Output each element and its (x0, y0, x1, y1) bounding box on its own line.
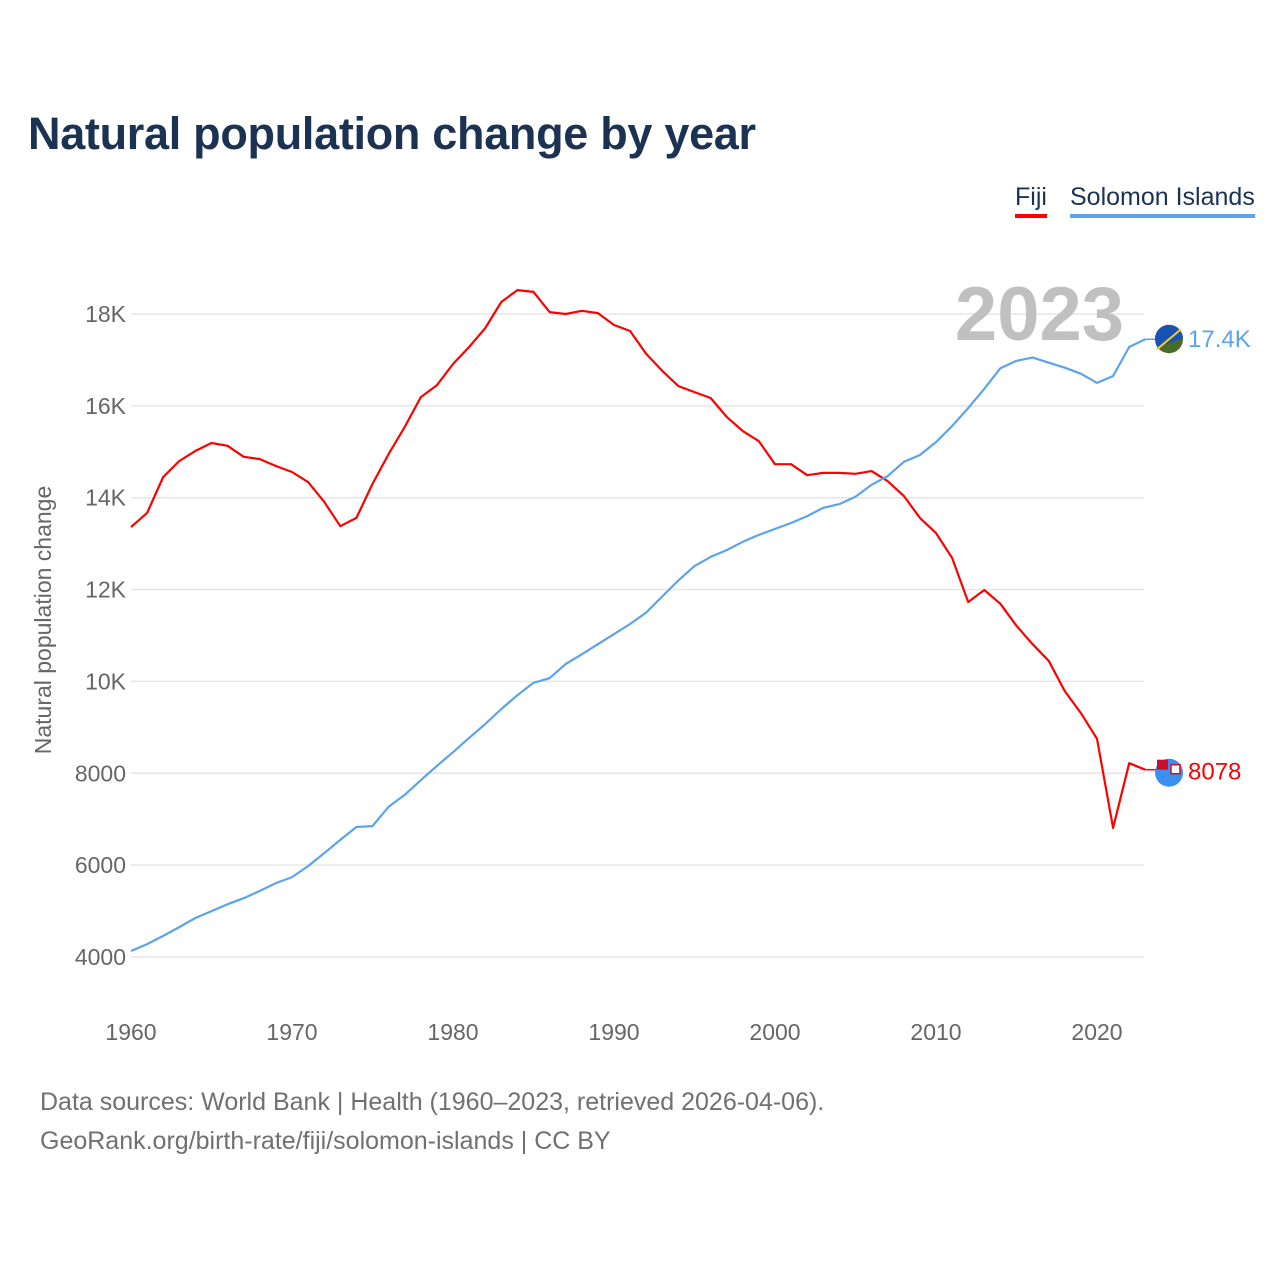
x-tick-label: 2020 (1071, 1019, 1122, 1045)
x-tick-label: 1970 (266, 1019, 317, 1045)
y-tick-label: 4000 (75, 944, 126, 970)
solomon-islands-flag-icon (1154, 324, 1183, 348)
y-axis-label: Natural population change (30, 486, 56, 755)
end-label-fiji: 8078 (1188, 759, 1241, 786)
x-tick-label: 2010 (910, 1019, 961, 1045)
source-url-text: GeoRank.org/birth-rate/fiji/solomon-isla… (40, 1127, 611, 1155)
x-tick-label: 2000 (749, 1019, 800, 1045)
series-line-solomon-islands (130, 338, 1146, 953)
x-tick-label: 1990 (588, 1019, 639, 1045)
solomon-islands-flag-icon (1156, 328, 1182, 351)
y-tick-label: 12K (85, 577, 127, 603)
series-line-fiji (130, 289, 1146, 830)
x-tick-label: 1960 (105, 1019, 156, 1045)
chart-title: Natural population change by year (28, 108, 756, 159)
end-label-solomon-islands: 17.4K (1188, 326, 1251, 353)
fiji-flag-icon (1170, 763, 1181, 775)
y-tick-label: 14K (85, 485, 127, 511)
y-tick-label: 6000 (75, 852, 126, 878)
y-tick-label: 8000 (75, 760, 126, 786)
source-text: Data sources: World Bank | Health (1960–… (40, 1088, 825, 1116)
year-label: 2023 (955, 272, 1124, 357)
y-tick-label: 18K (85, 301, 127, 327)
x-tick-label: 1980 (427, 1019, 478, 1045)
legend-item-solomon-islands[interactable]: Solomon Islands (1070, 183, 1255, 218)
legend-item-fiji[interactable]: Fiji (1015, 183, 1047, 218)
fiji-flag-icon (1157, 759, 1168, 770)
y-tick-label: 16K (85, 393, 127, 419)
y-tick-label: 10K (85, 668, 127, 694)
